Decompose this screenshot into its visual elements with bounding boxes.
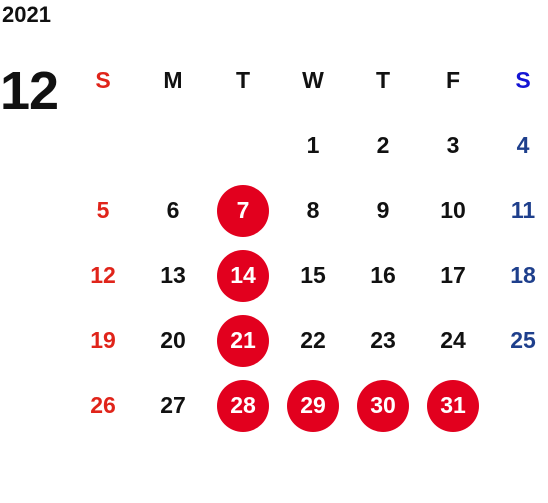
weekday-header-thursday: T: [375, 67, 391, 93]
day-cell-11: 11: [488, 178, 548, 243]
day-cell-17: 17: [418, 243, 488, 308]
day-cell-3: 3: [418, 113, 488, 178]
day-cell-31: 31: [418, 373, 488, 438]
highlighted-day-29: 29: [287, 379, 339, 432]
day-cell-5: 5: [68, 178, 138, 243]
highlighted-day-7: 7: [217, 184, 269, 237]
day-cell-28: 28: [208, 373, 278, 438]
day-cell-6: 6: [138, 178, 208, 243]
day-cell-24: 24: [418, 308, 488, 373]
day-number-19: 19: [90, 327, 116, 353]
day-number-3: 3: [446, 132, 460, 158]
day-number-5: 5: [96, 197, 110, 223]
day-cell-19: 19: [68, 308, 138, 373]
weekday-header-monday: M: [163, 67, 183, 93]
day-number-27: 27: [160, 392, 186, 418]
day-cell-22: 22: [278, 308, 348, 373]
day-number-16: 16: [370, 262, 396, 288]
day-cell-12: 12: [68, 243, 138, 308]
day-number-10: 10: [440, 197, 466, 223]
day-number-15: 15: [300, 262, 326, 288]
day-cell-9: 9: [348, 178, 418, 243]
day-cell-7: 7: [208, 178, 278, 243]
day-number-8: 8: [306, 197, 320, 223]
day-cell-16: 16: [348, 243, 418, 308]
highlighted-day-30: 30: [357, 379, 409, 432]
weekday-header-wednesday: W: [302, 67, 324, 93]
day-number-20: 20: [160, 327, 186, 353]
day-cell-27: 27: [138, 373, 208, 438]
day-number-23: 23: [370, 327, 396, 353]
day-cell-10: 10: [418, 178, 488, 243]
day-number-1: 1: [306, 132, 320, 158]
highlighted-day-14: 14: [217, 249, 269, 302]
day-cell-23: 23: [348, 308, 418, 373]
day-number-13: 13: [160, 262, 186, 288]
day-number-12: 12: [90, 262, 116, 288]
day-cell-26: 26: [68, 373, 138, 438]
day-cell-2: 2: [348, 113, 418, 178]
day-cell-30: 30: [348, 373, 418, 438]
day-cell-14: 14: [208, 243, 278, 308]
highlighted-day-21: 21: [217, 314, 269, 367]
day-cell-8: 8: [278, 178, 348, 243]
weekday-header-friday: F: [445, 67, 461, 93]
empty-cell: [68, 113, 138, 178]
weekday-header-saturday: S: [515, 67, 531, 93]
day-number-24: 24: [440, 327, 466, 353]
day-number-9: 9: [376, 197, 390, 223]
day-number-4: 4: [516, 132, 530, 158]
year-label: 2021: [2, 2, 51, 27]
highlighted-day-31: 31: [427, 379, 479, 432]
day-cell-20: 20: [138, 308, 208, 373]
day-number-2: 2: [376, 132, 390, 158]
day-cell-21: 21: [208, 308, 278, 373]
weekday-header-tuesday: T: [235, 67, 251, 93]
weekday-header-sunday: S: [95, 67, 111, 93]
day-cell-1: 1: [278, 113, 348, 178]
day-cell-25: 25: [488, 308, 548, 373]
month-number: 12: [0, 61, 59, 121]
day-number-18: 18: [510, 262, 536, 288]
highlighted-day-28: 28: [217, 379, 269, 432]
day-number-6: 6: [166, 197, 180, 223]
day-number-17: 17: [440, 262, 466, 288]
day-cell-4: 4: [488, 113, 548, 178]
day-number-25: 25: [510, 327, 536, 353]
day-cell-18: 18: [488, 243, 548, 308]
calendar-grid: S M T W T F S 1 2 3 4 5 6 7 8 9 10 11 12 13 14 15 16 17 18 19 20 21…: [68, 48, 548, 438]
day-cell-29: 29: [278, 373, 348, 438]
empty-cell: [138, 113, 208, 178]
day-number-22: 22: [300, 327, 326, 353]
day-number-26: 26: [90, 392, 116, 418]
day-cell-15: 15: [278, 243, 348, 308]
empty-cell: [208, 113, 278, 178]
day-number-11: 11: [510, 197, 536, 223]
day-cell-13: 13: [138, 243, 208, 308]
